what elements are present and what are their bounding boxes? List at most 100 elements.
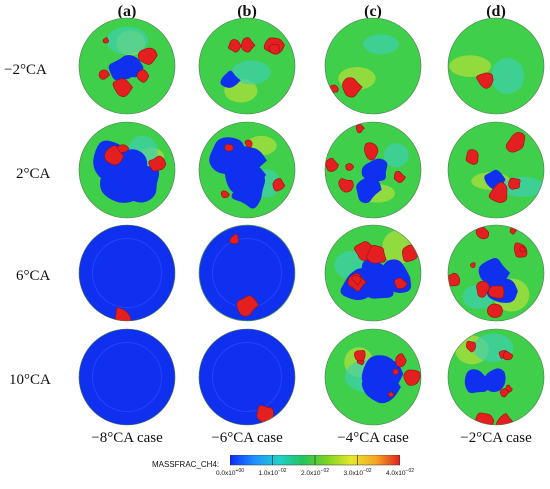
lean-region: [361, 355, 397, 390]
flame-front-surface: [338, 178, 354, 193]
low-concentration-patch: [362, 34, 400, 55]
lean-region: [464, 369, 491, 394]
piston-bowl-outline: [91, 341, 163, 413]
cylinder-outline: [447, 224, 545, 322]
colorbar-tick-label: 3.0x10−02: [343, 468, 372, 478]
panel-r3-c1: [199, 329, 295, 425]
cylinder-outline: [78, 224, 176, 322]
lean-region: [356, 177, 382, 204]
flame-front-surface: [137, 47, 158, 65]
flame-front-surface: [325, 157, 340, 172]
flame-front-surface: [224, 143, 234, 152]
flame-front-surface: [351, 274, 362, 285]
flame-front-surface: [505, 132, 526, 153]
cylinder-outline: [324, 328, 422, 426]
flame-front-surface: [475, 226, 490, 240]
flame-front-surface: [236, 295, 260, 317]
cylinder-outline: [447, 328, 545, 426]
panel-r0-c1: [199, 18, 295, 114]
flame-front-surface: [364, 142, 379, 161]
flame-front-surface: [508, 177, 521, 190]
flame-front-surface: [476, 280, 490, 298]
colorbar-tick-label: 2.0x10−02: [300, 468, 330, 478]
cylinder-outline: [198, 224, 296, 322]
column-label-b: (b): [237, 3, 257, 20]
lean-region: [361, 158, 388, 182]
flame-front-surface: [240, 37, 256, 53]
case-label-minus4: −4°CA case: [337, 430, 409, 446]
case-label-minus2: −2°CA case: [460, 430, 532, 446]
panel-r2-c2: [325, 225, 421, 321]
lean-region: [478, 258, 511, 288]
flame-front-surface: [448, 272, 461, 287]
panel-background: [325, 18, 421, 114]
flame-front-surface: [488, 181, 508, 203]
flame-front-surface: [394, 277, 408, 290]
flame-front-surface: [499, 388, 511, 398]
flame-front-surface: [229, 233, 239, 245]
flame-front-surface: [392, 368, 399, 375]
low-concentration-patch: [449, 55, 492, 77]
row-label-10: 10°CA: [9, 372, 51, 388]
flame-front-surface: [503, 351, 514, 361]
case-label-minus8: −8°CA case: [91, 430, 163, 446]
flame-front-surface: [403, 369, 421, 386]
flame-front-surface: [355, 124, 365, 134]
flame-front-surface: [395, 353, 407, 368]
lean-region: [228, 145, 267, 180]
colorbar-title: MASSFRAC_CH4:: [152, 460, 220, 469]
flame-front-surface: [342, 77, 363, 98]
panel-r3-c0: [79, 329, 175, 425]
piston-bowl-outline: [91, 237, 163, 309]
colorbar-tick-label: 1.0x10−02: [258, 468, 287, 478]
cylinder-outline: [78, 17, 176, 115]
flame-front-surface: [112, 78, 133, 97]
panel-r2-c3: [448, 225, 544, 321]
flame-front-surface: [244, 139, 253, 148]
panel-r3-c2: [325, 329, 421, 425]
flame-front-surface: [487, 303, 504, 318]
flame-front-surface: [465, 149, 479, 165]
column-label-c: (c): [364, 3, 382, 20]
flame-front-surface: [470, 262, 476, 269]
cylinder-outline: [198, 17, 296, 115]
panel-r1-c3: [448, 122, 544, 218]
cylinder-outline: [78, 121, 176, 219]
flame-front-surface: [148, 155, 167, 172]
panel-r0-c3: [448, 18, 544, 114]
cylinder-outline: [324, 121, 422, 219]
flame-front-surface: [393, 171, 406, 183]
lean-region: [220, 70, 241, 88]
flame-front-surface: [345, 163, 355, 171]
colorbar-tick-label: 0.0x10+00: [215, 468, 245, 478]
flame-front-surface: [488, 285, 505, 299]
flame-front-surface: [228, 39, 242, 53]
panel-r1-c0: [79, 122, 175, 218]
panel-r2-c0: [79, 225, 175, 321]
piston-bowl-outline: [211, 341, 283, 413]
flame-front-surface: [136, 69, 150, 83]
flame-front-surface: [387, 391, 394, 398]
row-label-6: 6°CA: [16, 268, 51, 284]
low-concentration-patch: [383, 143, 409, 168]
flame-front-surface: [272, 178, 286, 192]
lean-region: [231, 170, 266, 209]
row-label-2: 2°CA: [16, 166, 51, 182]
lean-region: [199, 225, 295, 321]
column-label-d: (d): [486, 3, 506, 20]
flame-front-surface: [466, 340, 477, 353]
cylinder-outline: [78, 328, 176, 426]
panel-r0-c0: [79, 18, 175, 114]
flame-front-surface: [104, 145, 125, 166]
low-concentration-patch: [491, 57, 525, 94]
flame-front-surface: [519, 246, 526, 252]
flame-front-surface: [102, 37, 110, 44]
low-concentration-patch: [231, 60, 271, 85]
flame-front-surface: [268, 43, 280, 55]
cylinder-outline: [198, 328, 296, 426]
cylinder-outline: [447, 17, 545, 115]
low-concentration-patch: [106, 26, 149, 55]
flame-front-surface: [476, 72, 494, 89]
